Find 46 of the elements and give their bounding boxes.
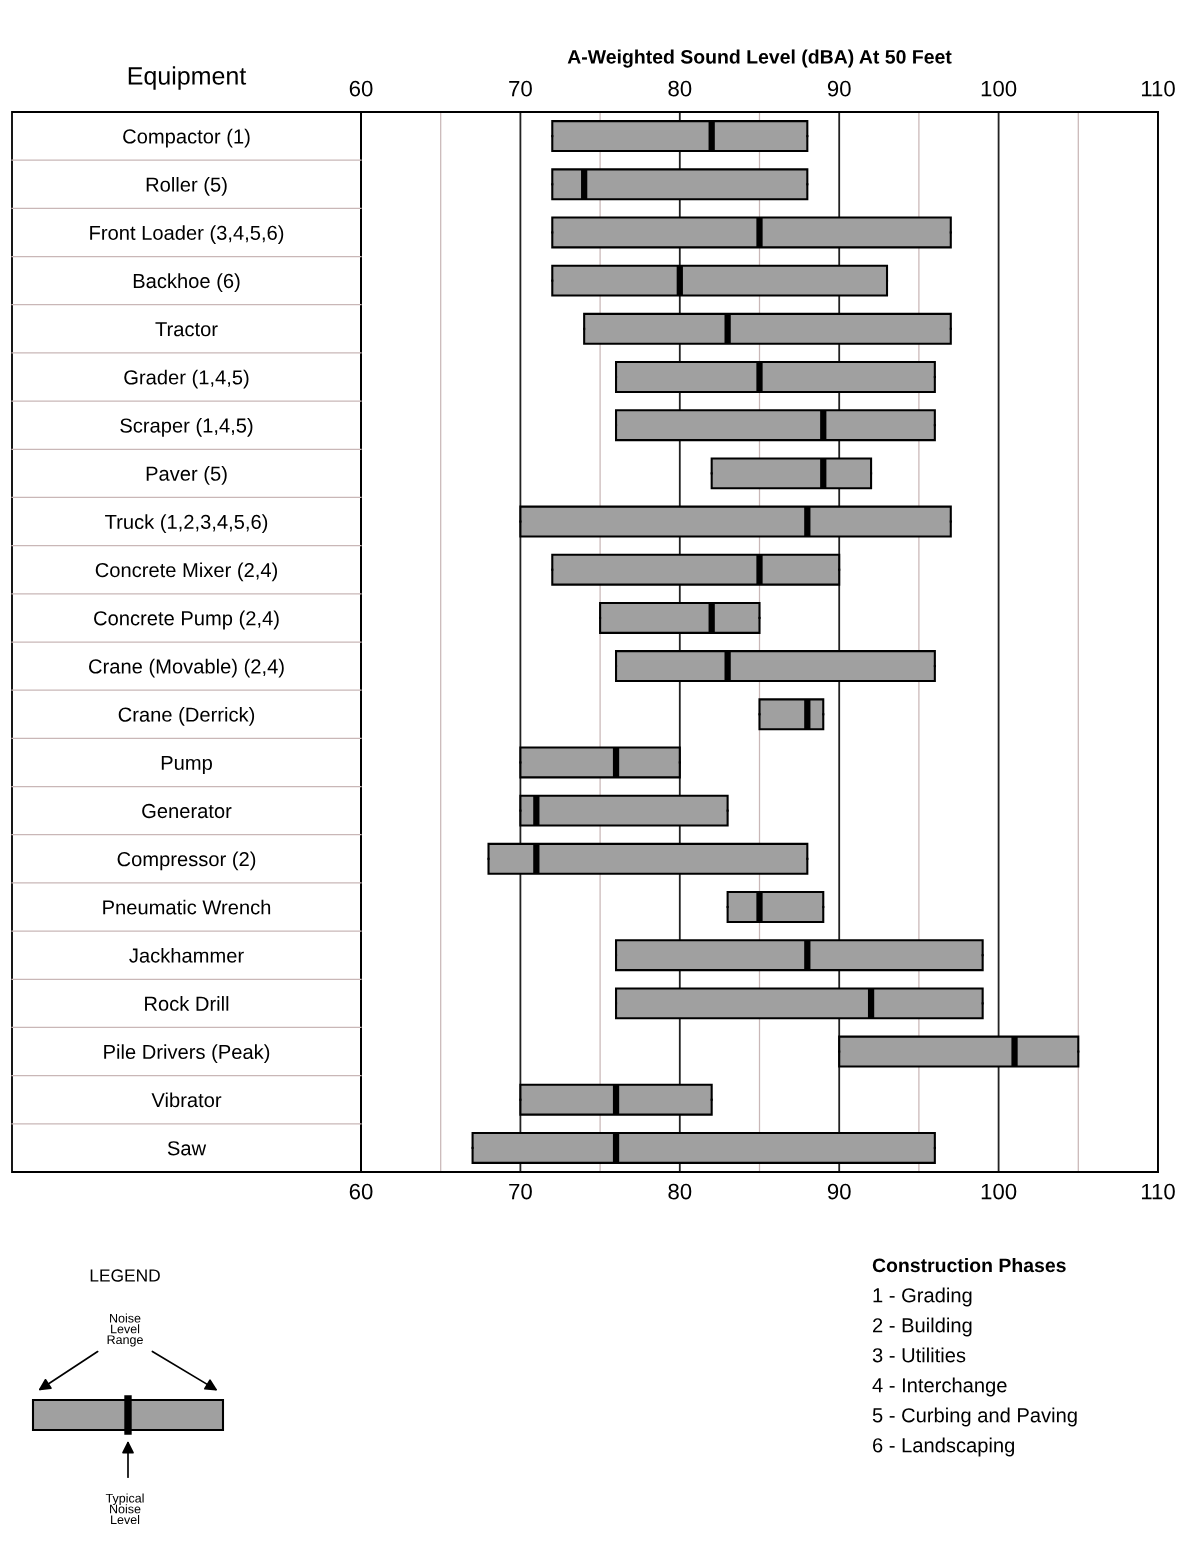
y-tick-label: Concrete Mixer (2,4) (95, 562, 278, 582)
x-tick-label: 110 (1141, 1183, 1175, 1200)
x2-tick-label: 100 (981, 80, 1017, 97)
y-tick-label: Front Loader (3,4,5,6) (90, 225, 284, 244)
x-tick-label: 100 (981, 1183, 1017, 1200)
y-tick-label: Concrete Pump (2,4) (94, 610, 279, 630)
text: 5 - Curbing and Paving (872, 1407, 1077, 1427)
text: Construction Phases (872, 1257, 1066, 1273)
y-tick-label: Pump (161, 755, 212, 774)
y-tick-label: Saw (167, 1141, 207, 1156)
y-tick-label: Generator (142, 803, 232, 819)
y-tick-label: Roller (5) (146, 176, 227, 196)
text: 3 - Utilities (872, 1347, 966, 1363)
y-tick-label: Pneumatic Wrench (103, 899, 271, 915)
y-tick-label: Crane (Derrick) (118, 706, 255, 726)
y-tick-label: Tractor (155, 322, 218, 337)
x2-tick-label: 80 (668, 80, 692, 97)
y-tick-label: Pile Drivers (Peak) (104, 1044, 270, 1064)
text: 2 - Building (873, 1317, 972, 1337)
text: 1 - Grading (873, 1287, 972, 1307)
x2-tick-label: 60 (349, 80, 373, 97)
text: LEGEND (90, 1269, 160, 1282)
text: 6 - Landscaping (873, 1437, 1015, 1457)
text: 4 - Interchange (872, 1377, 1007, 1397)
y-tick-label: Crane (Movable) (2,4) (89, 658, 284, 678)
x2-axis-title: A-Weighted Sound Level (dBA) At 50 Feet (567, 49, 952, 68)
y-axis-title: Equipment (128, 66, 247, 90)
x-tick-label: 90 (827, 1183, 851, 1200)
x-tick-label: 70 (509, 1183, 532, 1200)
y-tick-label: Compressor (2) (117, 851, 256, 871)
y-tick-label: Compactor (1) (123, 128, 250, 148)
y-tick-label: Grader (1,4,5) (124, 369, 249, 389)
text: Typical Noise Level (105, 1493, 144, 1525)
x-tick-label: 60 (349, 1183, 373, 1200)
y-tick-label: Scraper (1,4,5) (120, 417, 253, 437)
y-tick-label: Rock Drill (145, 996, 229, 1011)
y-tick-label: Truck (1,2,3,4,5,6) (105, 514, 268, 534)
x2-tick-label: 70 (509, 80, 532, 97)
y-tick-label: Paver (5) (146, 466, 227, 485)
y-tick-label: Vibrator (151, 1092, 222, 1108)
x-tick-label: 80 (668, 1183, 692, 1200)
text: Noise Level Range (107, 1313, 143, 1347)
x2-tick-label: 110 (1141, 80, 1175, 97)
x2-tick-label: 90 (827, 80, 851, 97)
y-tick-label: Jackhammer (129, 947, 244, 963)
y-tick-label: Backhoe (6) (133, 273, 240, 293)
